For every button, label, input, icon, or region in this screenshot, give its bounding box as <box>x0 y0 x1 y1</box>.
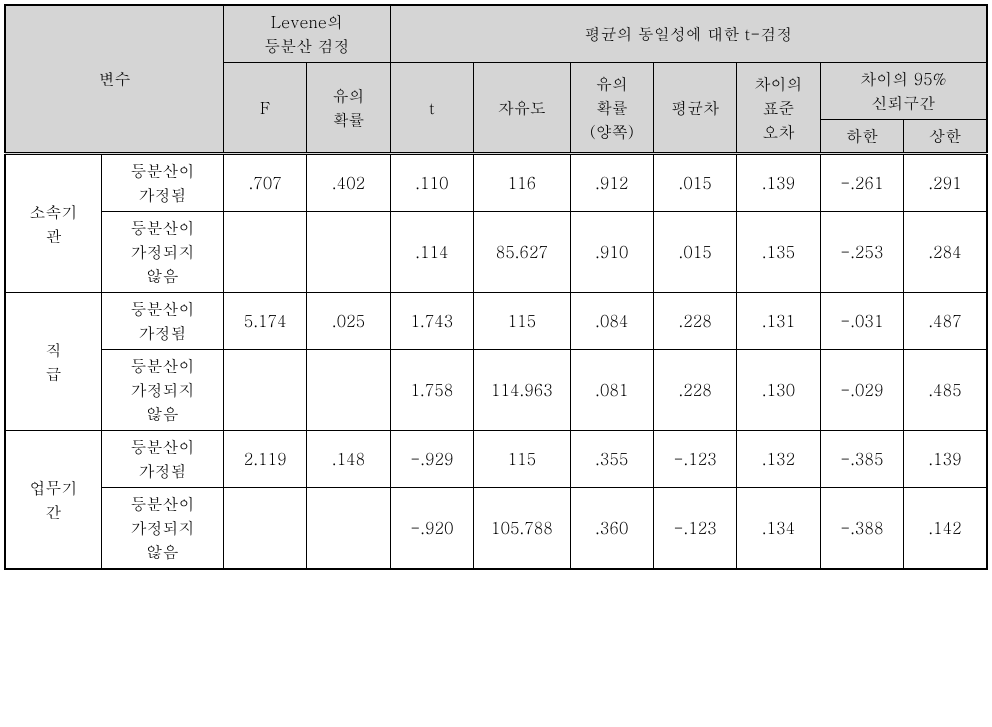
cell-df: 105.788 <box>474 488 571 570</box>
cell-f <box>224 488 307 570</box>
cell-upper: .291 <box>904 154 987 212</box>
header-ttest-group: 평균의 동일성에 대한 t-검정 <box>390 5 987 63</box>
cell-lower: -.029 <box>820 350 903 431</box>
assumption-label: 등분산이가정됨 <box>102 431 224 488</box>
cell-sig <box>307 350 390 431</box>
cell-sig-two: .912 <box>570 154 653 212</box>
cell-mean-diff: -.123 <box>653 488 736 570</box>
cell-upper: .139 <box>904 431 987 488</box>
cell-upper: .284 <box>904 212 987 293</box>
cell-mean-diff: -.123 <box>653 431 736 488</box>
header-se-diff: 차이의표준오차 <box>737 63 820 154</box>
cell-upper: .142 <box>904 488 987 570</box>
cell-t: 1.743 <box>390 293 473 350</box>
assumption-label: 등분산이가정됨 <box>102 293 224 350</box>
cell-sig: .025 <box>307 293 390 350</box>
cell-t: -.929 <box>390 431 473 488</box>
cell-df: 115 <box>474 431 571 488</box>
group-label: 업무기간 <box>5 431 102 570</box>
cell-upper: .485 <box>904 350 987 431</box>
header-variable: 변수 <box>5 5 224 154</box>
cell-se-diff: .135 <box>737 212 820 293</box>
cell-t: .114 <box>390 212 473 293</box>
cell-sig-two: .084 <box>570 293 653 350</box>
cell-lower: -.388 <box>820 488 903 570</box>
cell-mean-diff: .228 <box>653 293 736 350</box>
cell-se-diff: .130 <box>737 350 820 431</box>
cell-t: -.920 <box>390 488 473 570</box>
cell-df: 85.627 <box>474 212 571 293</box>
cell-f: 5.174 <box>224 293 307 350</box>
header-mean-diff: 평균차 <box>653 63 736 154</box>
cell-se-diff: .139 <box>737 154 820 212</box>
group-label: 직급 <box>5 293 102 431</box>
ttest-table: 변수 Levene의등분산 검정 평균의 동일성에 대한 t-검정 F 유의확률… <box>4 4 988 570</box>
header-df: 자유도 <box>474 63 571 154</box>
cell-lower: -.031 <box>820 293 903 350</box>
cell-f: .707 <box>224 154 307 212</box>
assumption-label: 등분산이가정됨 <box>102 154 224 212</box>
cell-mean-diff: .015 <box>653 154 736 212</box>
cell-f <box>224 212 307 293</box>
cell-df: 115 <box>474 293 571 350</box>
cell-lower: -.385 <box>820 431 903 488</box>
cell-sig-two: .910 <box>570 212 653 293</box>
cell-se-diff: .131 <box>737 293 820 350</box>
cell-upper: .487 <box>904 293 987 350</box>
header-sig: 유의확률 <box>307 63 390 154</box>
cell-t: 1.758 <box>390 350 473 431</box>
cell-sig-two: .360 <box>570 488 653 570</box>
header-ci-upper: 상한 <box>904 120 987 154</box>
cell-lower: -.253 <box>820 212 903 293</box>
group-label: 소속기관 <box>5 154 102 293</box>
assumption-label: 등분산이가정되지않음 <box>102 212 224 293</box>
cell-f <box>224 350 307 431</box>
header-sig-two: 유의확률(양쪽) <box>570 63 653 154</box>
cell-sig-two: .081 <box>570 350 653 431</box>
header-f: F <box>224 63 307 154</box>
cell-sig-two: .355 <box>570 431 653 488</box>
assumption-label: 등분산이가정되지않음 <box>102 350 224 431</box>
header-ci-group: 차이의 95%신뢰구간 <box>820 63 987 120</box>
cell-df: 116 <box>474 154 571 212</box>
cell-sig: .148 <box>307 431 390 488</box>
cell-mean-diff: .015 <box>653 212 736 293</box>
header-ci-lower: 하한 <box>820 120 903 154</box>
cell-f: 2.119 <box>224 431 307 488</box>
cell-lower: -.261 <box>820 154 903 212</box>
cell-se-diff: .132 <box>737 431 820 488</box>
cell-mean-diff: .228 <box>653 350 736 431</box>
cell-t: .110 <box>390 154 473 212</box>
cell-sig: .402 <box>307 154 390 212</box>
cell-sig <box>307 488 390 570</box>
cell-df: 114.963 <box>474 350 571 431</box>
header-levene-group: Levene의등분산 검정 <box>224 5 391 63</box>
assumption-label: 등분산이가정되지않음 <box>102 488 224 570</box>
header-t: t <box>390 63 473 154</box>
cell-se-diff: .134 <box>737 488 820 570</box>
cell-sig <box>307 212 390 293</box>
